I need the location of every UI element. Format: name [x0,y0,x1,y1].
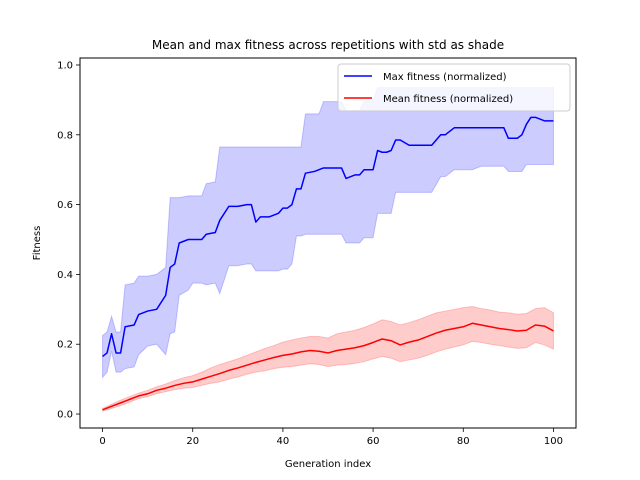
plot-area [102,87,554,412]
chart-title: Mean and max fitness across repetitions … [152,38,504,52]
x-tick-label: 0 [99,436,105,447]
max-fitness-line [102,116,554,358]
y-tick-label: 1.0 [57,60,73,71]
x-tick-label: 80 [457,436,470,447]
mean-fitness-std-band [102,306,554,412]
legend-box [337,63,571,112]
y-tick-label: 0.2 [57,340,73,351]
y-tick-label: 0.0 [57,410,73,421]
y-tick-label: 0.8 [57,130,73,141]
x-tick-label: 20 [186,436,199,447]
y-axis-label: Fitness [32,226,43,261]
y-tick-label: 0.4 [57,270,73,281]
x-tick-label: 60 [367,436,380,447]
x-tick-label: 100 [544,436,563,447]
legend-max-fitness-label: Max fitness (normalized) [383,72,507,83]
axes-frame [79,57,577,429]
mean-fitness-line [102,322,554,411]
y-axis: 0.0 0.2 0.4 0.6 0.8 1.0 [57,60,80,421]
legend-mean-fitness-label: Mean fitness (normalized) [383,94,513,105]
x-axis: 0 20 40 60 80 100 [99,428,563,447]
x-axis-label: Generation index [285,459,371,470]
x-tick-label: 40 [277,436,290,447]
max-fitness-std-band [102,87,554,379]
legend: Max fitness (normalized) Mean fitness (n… [337,63,571,112]
y-tick-label: 0.6 [57,200,73,211]
